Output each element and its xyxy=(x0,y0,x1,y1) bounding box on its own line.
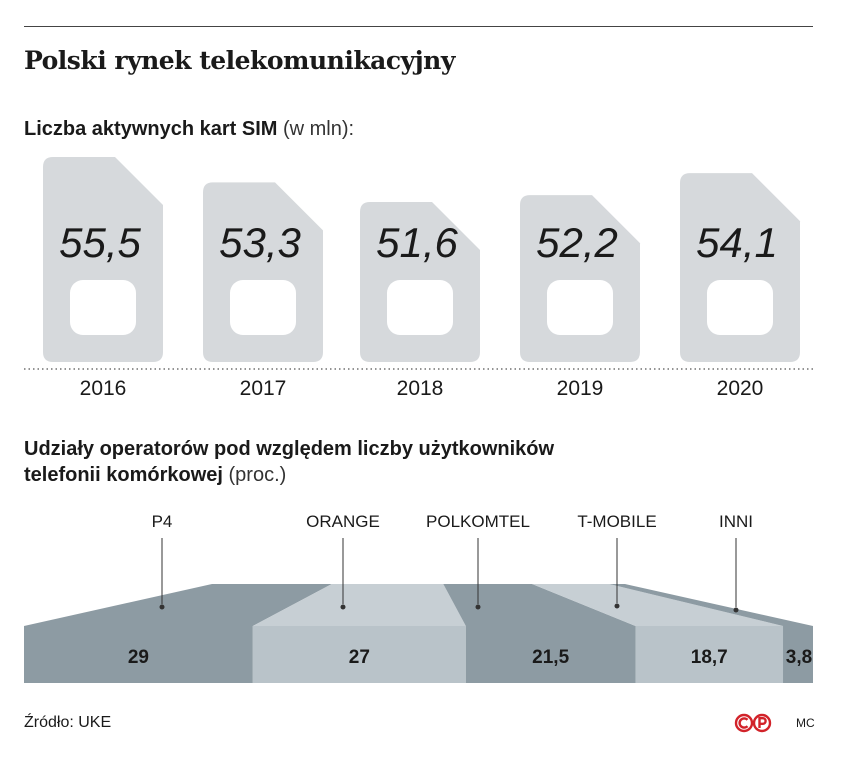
sim-card-chart: 55,5 2016 53,3 2017 51,6 2018 52,2 2019 54,1 2020 xyxy=(24,157,813,400)
share-value-label: 29 xyxy=(128,647,149,668)
year-tick-label: 2020 xyxy=(717,377,764,400)
share-fan-wedge xyxy=(252,584,466,626)
share-fan-wedge xyxy=(532,584,784,626)
author-initials: MC xyxy=(796,716,815,730)
operator-name-label: POLKOMTEL xyxy=(426,512,530,531)
share-value-label: 27 xyxy=(349,647,370,668)
cp-logo-icon xyxy=(734,713,772,733)
operator-leader-dot xyxy=(733,607,739,613)
share-fan-wedge xyxy=(443,584,636,626)
year-tick-label: 2017 xyxy=(240,377,287,400)
operator-share-chart: 29 27 21,5 18,7 3,8 P4 ORANGE POLKOMTEL T-MOBILE… xyxy=(24,512,813,683)
sim-chip xyxy=(547,280,613,335)
share-fan-wedge xyxy=(609,584,813,626)
sim-chip xyxy=(387,280,453,335)
share-bar-segment xyxy=(635,626,784,683)
operator-leader-dot xyxy=(475,604,481,610)
share-value-label: 18,7 xyxy=(691,647,728,668)
share-bar-segment xyxy=(783,626,813,683)
operator-leader-dot xyxy=(159,604,165,610)
page-title: Polski rynek telekomunikacyjny xyxy=(24,46,455,75)
operator-leader-dot xyxy=(340,604,346,610)
year-tick-label: 2016 xyxy=(80,377,127,400)
sim-chart-title: Liczba aktywnych kart SIM (w mln): xyxy=(24,116,354,142)
sim-value-label: 51,6 xyxy=(376,219,458,266)
share-bar-segment xyxy=(252,626,466,683)
sim-value-label: 53,3 xyxy=(219,219,301,266)
sim-chart-unit: (w mln): xyxy=(282,118,355,140)
sim-value-label: 54,1 xyxy=(696,219,778,266)
share-chart-unit: (proc.) xyxy=(228,464,287,486)
share-bar-segment xyxy=(465,626,636,683)
top-rule xyxy=(24,26,813,27)
sim-chip xyxy=(70,280,136,335)
sim-chip xyxy=(230,280,296,335)
share-value-label: 21,5 xyxy=(532,647,569,668)
share-chart-title-line2: telefonii komórkowej xyxy=(24,464,223,486)
operator-leader-dot xyxy=(614,603,620,609)
operator-name-label: T-MOBILE xyxy=(577,512,656,531)
operator-name-label: INNI xyxy=(719,512,753,531)
sim-chip xyxy=(707,280,773,335)
year-tick-label: 2019 xyxy=(557,377,604,400)
operator-name-label: P4 xyxy=(152,512,173,531)
sim-value-label: 55,5 xyxy=(59,219,141,266)
share-chart-title: Udziały operatorów pod względem liczby u… xyxy=(24,436,724,488)
year-tick-label: 2018 xyxy=(397,377,444,400)
source-note: Źródło: UKE xyxy=(24,714,112,731)
share-value-label: 3,8 xyxy=(786,647,812,668)
sim-value-label: 52,2 xyxy=(536,219,618,266)
share-bar-segment xyxy=(24,626,253,683)
share-fan-wedge xyxy=(24,584,332,626)
share-chart-title-line1: Udziały operatorów pod względem liczby u… xyxy=(24,438,555,460)
sim-chart-title-text: Liczba aktywnych kart SIM xyxy=(24,118,278,140)
sim-card-bar xyxy=(203,182,323,362)
operator-name-label: ORANGE xyxy=(306,512,380,531)
